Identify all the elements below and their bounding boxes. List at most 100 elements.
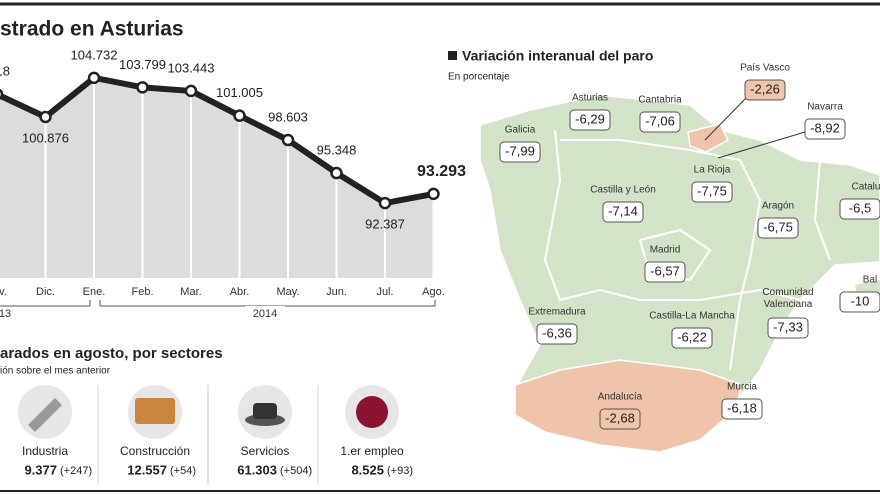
sector-name: Construcción	[120, 444, 190, 458]
sector-change: (+93)	[387, 465, 413, 477]
region-name: Catalu	[852, 182, 880, 193]
value-box	[721, 398, 763, 420]
sectors-subtitle: ión sobre el mes anterior	[0, 366, 111, 377]
x-tick-label: Mar.	[180, 286, 201, 298]
x-tick-label: Feb.	[131, 286, 153, 298]
point	[0, 88, 4, 100]
leader-line	[717, 131, 806, 159]
region-border	[560, 139, 762, 371]
value-box	[499, 141, 541, 163]
data-label: 98.603	[268, 109, 308, 124]
sector-value: 61.303	[237, 462, 277, 477]
x-tick-label: v.	[0, 286, 7, 298]
x-tick-label: Abr.	[230, 286, 250, 298]
value-box	[744, 79, 786, 101]
icon-cup	[253, 403, 277, 419]
value-box	[767, 317, 809, 339]
sector-value: 12.557	[127, 462, 167, 477]
andalucia-shape	[514, 359, 743, 453]
region-name: La Rioja	[694, 165, 731, 176]
region-name: Andalucía	[598, 392, 643, 403]
line	[0, 74, 435, 207]
x-tick-label: Ago.	[422, 286, 445, 298]
region-value: -8,92	[810, 120, 840, 135]
data-label: 101.005	[216, 85, 263, 100]
sector-dividers	[97, 385, 319, 485]
point	[233, 109, 246, 122]
sector-value: 8.525	[351, 462, 384, 477]
region-value: -6,29	[575, 111, 605, 126]
period-label: 13	[0, 308, 11, 320]
region-name: Castilla y León	[590, 185, 656, 196]
region-value: -6,36	[542, 325, 572, 340]
data-label: 103.799	[119, 57, 166, 72]
region-value: -6,75	[763, 219, 793, 234]
region-name: Murcia	[727, 382, 757, 393]
value-box	[602, 201, 644, 223]
value-box	[644, 261, 686, 283]
region-value: -10	[851, 293, 870, 308]
sectors-title: arados en agosto, por sectores	[0, 345, 223, 362]
point	[87, 71, 101, 85]
sector-icons	[18, 385, 399, 439]
value-box	[804, 118, 846, 140]
region-value: -6,22	[677, 329, 707, 344]
sector-change: (+247)	[60, 465, 92, 477]
region-value: -6,5	[849, 200, 871, 215]
region-value: -2,26	[750, 81, 780, 96]
region-value: -2,68	[605, 410, 635, 425]
region-name: Galicia	[505, 125, 536, 136]
point	[281, 133, 295, 147]
leader-line	[704, 95, 749, 141]
period-label: 2014	[253, 308, 277, 320]
value-box	[839, 198, 880, 220]
region-border	[813, 159, 831, 261]
point	[378, 196, 392, 210]
region-value: -7,06	[645, 113, 675, 128]
x-tick-label: Ene.	[83, 286, 106, 298]
value-box	[599, 408, 641, 430]
value-box	[839, 291, 880, 313]
region-value: -6,18	[727, 400, 757, 415]
area	[0, 77, 434, 278]
x-tick-label: May.	[276, 286, 299, 298]
pais-vasco-shape	[687, 123, 729, 153]
region-border	[543, 129, 801, 302]
region-name: Cantabria	[638, 95, 682, 106]
map-title: Variación interanual del paro	[462, 48, 653, 64]
data-label: 104.732	[71, 47, 118, 62]
chart-title: strado en Asturias	[0, 18, 184, 41]
x-tick-label: Dic.	[36, 286, 55, 298]
icon-wrench	[28, 398, 62, 432]
value-box	[536, 323, 578, 345]
region-name: País Vasco	[740, 63, 790, 74]
region-value: -7,33	[773, 319, 803, 334]
data-label: 95.348	[317, 142, 357, 157]
sector-change: (+504)	[280, 465, 312, 477]
data-label: 103.118	[0, 64, 10, 79]
icon-brick	[135, 398, 175, 424]
value-box	[671, 327, 713, 349]
region-name: Bal	[863, 275, 877, 286]
x-tick-label: Jun.	[326, 286, 347, 298]
value-box	[691, 181, 733, 203]
data-label: 93.293	[417, 163, 466, 180]
point	[330, 166, 343, 180]
region-value: -7,99	[505, 143, 535, 158]
region-value: -7,75	[697, 183, 727, 198]
icon-ball	[356, 396, 388, 428]
value-box	[639, 111, 681, 133]
region-name: Castilla-La Mancha	[649, 311, 735, 322]
sector-name: Servicios	[241, 444, 290, 458]
region-value: -6,57	[650, 263, 680, 278]
region-value: -7,14	[608, 203, 638, 218]
region-name: Aragón	[762, 201, 794, 212]
value-box	[569, 109, 611, 131]
region-name: Extremadura	[528, 307, 586, 318]
sector-name: Industria	[22, 444, 68, 458]
point	[136, 81, 149, 94]
map-subtitle: En porcentaje	[448, 72, 510, 83]
point	[184, 84, 198, 98]
data-label: 103.443	[168, 60, 215, 75]
